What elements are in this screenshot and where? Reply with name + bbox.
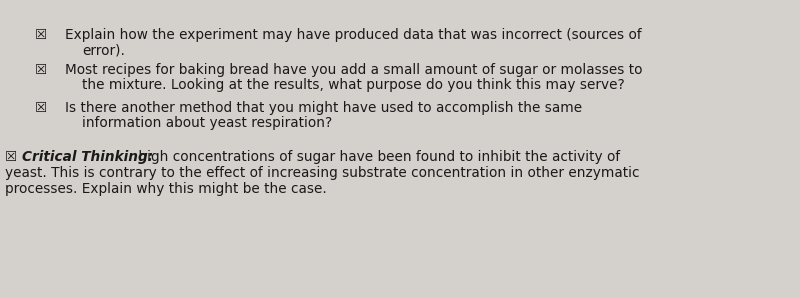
Text: Critical Thinking:: Critical Thinking: — [22, 150, 154, 164]
Text: ☒: ☒ — [35, 101, 47, 115]
Text: Is there another method that you might have used to accomplish the same: Is there another method that you might h… — [65, 101, 582, 115]
Text: ☒: ☒ — [35, 63, 47, 77]
Text: error).: error). — [82, 43, 125, 57]
Text: yeast. This is contrary to the effect of increasing substrate concentration in o: yeast. This is contrary to the effect of… — [5, 166, 639, 180]
Text: ☒: ☒ — [35, 28, 47, 42]
Text: Explain how the experiment may have produced data that was incorrect (sources of: Explain how the experiment may have prod… — [65, 28, 642, 42]
Text: Most recipes for baking bread have you add a small amount of sugar or molasses t: Most recipes for baking bread have you a… — [65, 63, 642, 77]
Text: information about yeast respiration?: information about yeast respiration? — [82, 116, 332, 130]
Text: processes. Explain why this might be the case.: processes. Explain why this might be the… — [5, 182, 326, 196]
Text: ☒: ☒ — [5, 150, 18, 164]
Text: high concentrations of sugar have been found to inhibit the activity of: high concentrations of sugar have been f… — [134, 150, 620, 164]
Text: the mixture. Looking at the results, what purpose do you think this may serve?: the mixture. Looking at the results, wha… — [82, 78, 625, 92]
